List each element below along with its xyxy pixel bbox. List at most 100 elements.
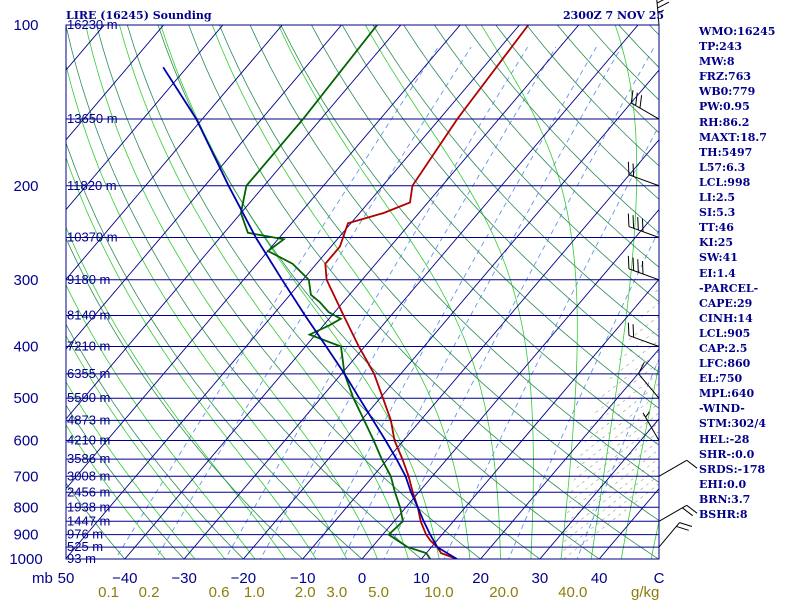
barb-full	[641, 260, 644, 274]
index-line: SHR-:0.0	[699, 447, 755, 461]
index-line: EL:750	[699, 372, 743, 386]
index-line: CINH:14	[699, 311, 753, 325]
height-label: 1938 m	[67, 499, 110, 514]
isotherm-line	[183, 25, 639, 559]
mixing-ratio-line	[508, 229, 659, 559]
isotherm-line	[302, 139, 659, 559]
index-line: EI:1.4	[699, 266, 736, 280]
index-line: TH:5497	[699, 145, 753, 159]
height-label: 10370 m	[67, 229, 118, 244]
height-label: 11820 m	[67, 178, 117, 193]
mixing-ratio-lines	[114, 46, 659, 559]
pressure-label: 200	[13, 178, 38, 195]
barb-full	[639, 95, 643, 109]
index-line: LI:2.5	[699, 191, 736, 205]
barb-full	[656, 0, 669, 4]
dry-adiabat	[403, 25, 659, 303]
height-label: 5590 m	[67, 390, 110, 405]
wind-barb	[627, 255, 660, 281]
height-label: 9180 m	[67, 272, 110, 287]
height-label: 7210 m	[67, 339, 110, 354]
mixing-ratio-label: 0.6	[209, 584, 230, 600]
height-label: 1447 m	[67, 513, 110, 528]
mixing-ratio-line	[576, 358, 659, 559]
temp-tick-label: 40	[591, 570, 608, 587]
index-line: WB0:779	[699, 85, 756, 99]
temperature-line	[324, 25, 530, 559]
barb-staff	[628, 226, 660, 238]
index-line: BSHR:8	[699, 508, 748, 521]
wind-barb	[637, 361, 660, 399]
dry-adiabat	[66, 323, 244, 559]
station-title: LIRE (16245) Sounding	[66, 9, 212, 22]
wind-barb	[627, 322, 660, 347]
index-line: PW:0.95	[699, 100, 750, 114]
barb-half	[657, 9, 664, 14]
moist-adiabat	[278, 25, 501, 559]
height-label: 2456 m	[67, 484, 110, 499]
wind-barb	[642, 411, 660, 441]
mixing-ratio-label: 0.2	[139, 584, 160, 600]
temp-tick-label: −40	[112, 570, 137, 587]
barb-full	[632, 215, 635, 229]
parcel-line	[162, 66, 458, 559]
dry-adiabat	[311, 25, 659, 409]
height-label: 6355 m	[67, 366, 110, 381]
height-label: 976 m	[67, 527, 103, 542]
mixing-ratio-label: 3.0	[326, 584, 347, 600]
wind-barb	[658, 459, 698, 477]
mixing-ratio-label: 2.0	[295, 584, 316, 600]
wind-barb	[630, 90, 660, 120]
barb-staff	[658, 504, 687, 522]
barb-full	[657, 1, 670, 9]
isotherm-line	[420, 278, 659, 559]
barb-full	[682, 507, 694, 517]
height-label: 16230 m	[67, 17, 118, 32]
barb-staff	[631, 102, 660, 120]
index-line: SW:41	[699, 251, 738, 265]
index-line: MPL:640	[699, 387, 755, 401]
temp-tick-label: −20	[231, 570, 256, 587]
barb-staff	[628, 174, 660, 187]
isotherm-line	[66, 25, 520, 559]
index-line: MW:8	[699, 55, 735, 69]
sounding-profiles	[162, 25, 530, 559]
moist-adiabat	[160, 25, 440, 559]
wind-barb	[658, 522, 693, 548]
pressure-label: 400	[13, 339, 38, 356]
isotherm-line	[539, 418, 659, 559]
index-line: LCL:998	[699, 175, 751, 189]
index-line: STM:302/4	[699, 417, 766, 431]
barb-full	[679, 522, 693, 527]
moist-adiabat	[66, 424, 166, 559]
barb-full	[627, 213, 630, 227]
height-label: 525 m	[67, 539, 103, 554]
barb-staff	[655, 0, 660, 26]
isotherm-line	[66, 25, 402, 420]
mixing-ratio-label: 1.0	[244, 584, 265, 600]
wind-barb	[658, 504, 698, 522]
moist-adiabat	[66, 63, 348, 559]
barb-full	[637, 361, 645, 374]
isobars	[66, 24, 659, 560]
isotherm-line	[242, 69, 659, 559]
barb-staff	[628, 335, 660, 347]
mixing-ratio-line	[342, 46, 622, 559]
dry-adiabat	[434, 25, 659, 268]
dry-adiabats	[66, 25, 659, 559]
barb-staff	[658, 459, 687, 477]
barb-full	[627, 255, 630, 269]
height-label: 8140 m	[67, 308, 110, 323]
pressure-label: 700	[13, 468, 38, 485]
index-line: WMO:16245	[699, 25, 776, 38]
isotherm-line	[480, 348, 659, 559]
height-label: 4210 m	[67, 433, 110, 448]
height-label: 4873 m	[67, 412, 110, 427]
moist-adiabat	[66, 156, 317, 559]
temp-tick-label: −10	[290, 570, 315, 587]
dry-adiabat	[126, 25, 541, 559]
isotherm-line	[66, 25, 283, 281]
index-line: RH:86.2	[699, 115, 750, 129]
mixing-ratio-line	[383, 46, 655, 559]
dry-adiabat	[96, 25, 482, 559]
